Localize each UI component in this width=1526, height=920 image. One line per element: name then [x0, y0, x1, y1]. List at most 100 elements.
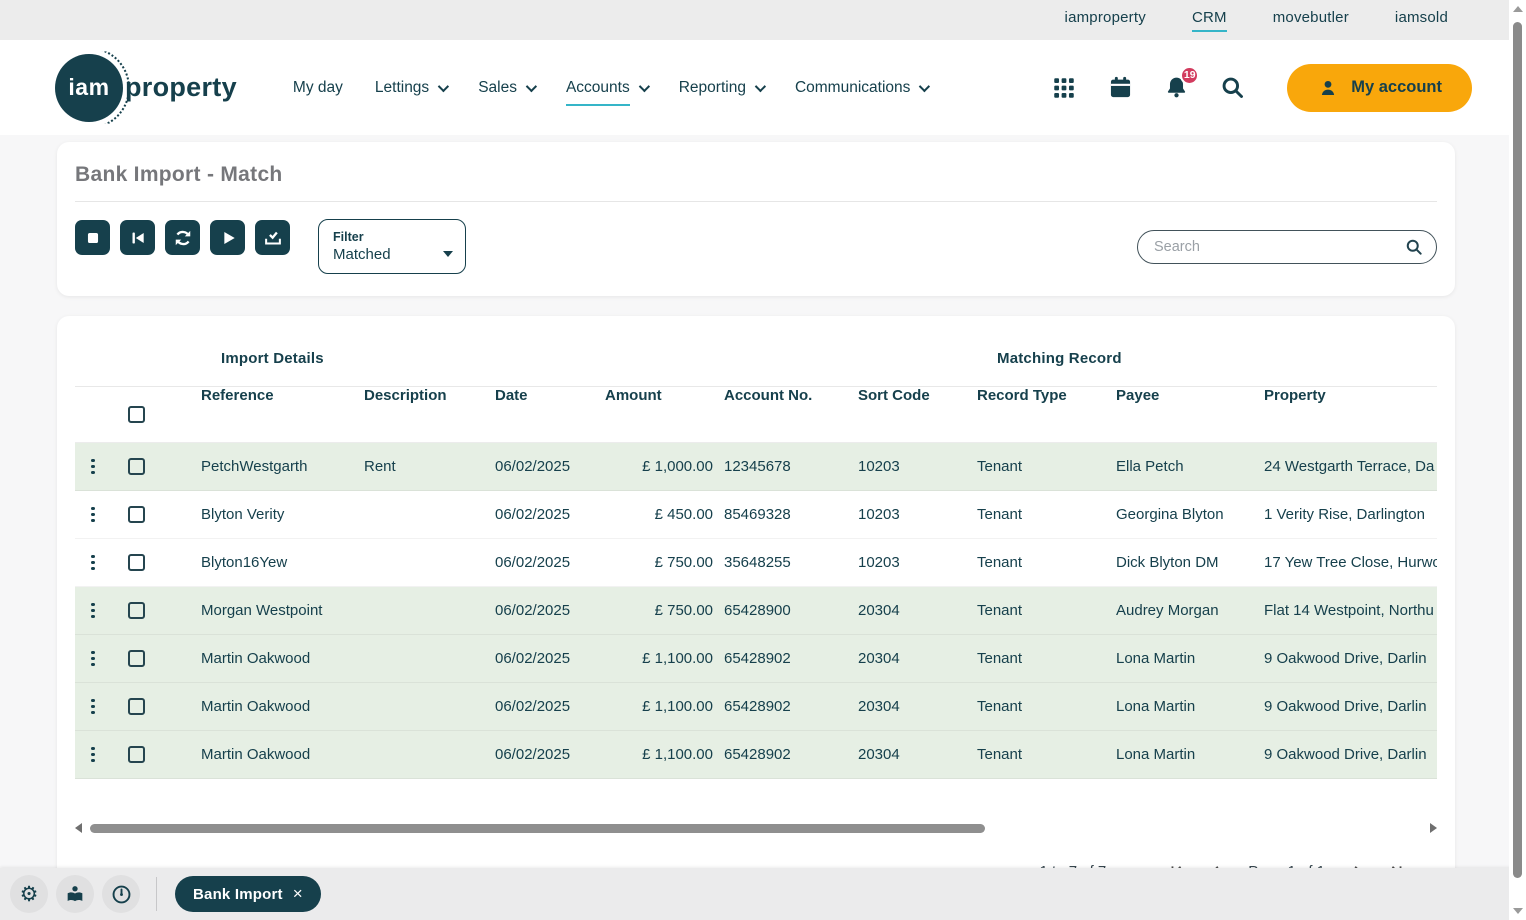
scroll-down-arrow-icon[interactable]	[1513, 908, 1523, 914]
row-checkbox[interactable]	[128, 746, 145, 763]
cell-date: 06/02/2025	[495, 746, 571, 763]
person-reading-icon[interactable]	[56, 875, 94, 913]
group-header-matching-record: Matching Record	[997, 350, 1122, 367]
nav-item[interactable]: Accounts	[565, 79, 650, 106]
header-actions: 19 My account	[1049, 63, 1472, 112]
vertical-scrollbar[interactable]	[1509, 0, 1526, 920]
table-row[interactable]: Blyton Verity 06/02/2025 £ 450.00 854693…	[75, 491, 1437, 539]
row-checkbox[interactable]	[128, 650, 145, 667]
calendar-icon[interactable]	[1105, 73, 1135, 103]
title-divider	[75, 201, 1437, 202]
cell-payee: Lona Martin	[1116, 698, 1196, 715]
refresh-button[interactable]	[165, 220, 200, 255]
apps-grid-icon[interactable]	[1049, 73, 1079, 103]
row-checkbox[interactable]	[128, 458, 145, 475]
my-account-button[interactable]: My account	[1287, 63, 1472, 112]
row-menu-cell	[75, 443, 111, 490]
nav-item[interactable]: Sales	[478, 79, 538, 97]
table-row[interactable]: Martin Oakwood 06/02/2025 £ 1,100.00 654…	[75, 683, 1437, 731]
gauge-icon[interactable]	[102, 875, 140, 913]
row-menu-cell	[75, 491, 111, 538]
vertical-scroll-thumb[interactable]	[1513, 22, 1522, 878]
table-row[interactable]: Martin Oakwood 06/02/2025 £ 1,100.00 654…	[75, 731, 1437, 779]
cell-description	[364, 539, 495, 586]
filter-selected-value: Matched	[333, 246, 391, 263]
iamproperty-logo[interactable]: iam property	[55, 51, 237, 124]
nav-item-label: Communications	[794, 78, 911, 96]
chevron-down-icon	[754, 80, 767, 92]
product-link[interactable]: iamsold	[1395, 9, 1448, 32]
stop-button[interactable]	[75, 220, 110, 255]
chevron-down-icon	[525, 80, 538, 92]
product-link-label: iamproperty	[1064, 8, 1146, 26]
cell-date: 06/02/2025	[495, 602, 571, 619]
product-link[interactable]: iamproperty	[1065, 9, 1146, 32]
cell-amount: £ 1,100.00	[642, 650, 713, 667]
bell-icon[interactable]: 19	[1161, 65, 1200, 103]
nav-item[interactable]: Lettings	[375, 79, 450, 97]
import-button[interactable]	[255, 220, 290, 255]
horizontal-scroll-thumb[interactable]	[90, 823, 985, 833]
group-header-import-details: Import Details	[221, 350, 324, 367]
cell-reference: Blyton16Yew	[201, 554, 288, 571]
product-link[interactable]: movebutler	[1273, 9, 1349, 32]
bank-import-table-card: Import Details Matching Record Reference…	[57, 316, 1455, 890]
table-row[interactable]: Martin Oakwood 06/02/2025 £ 1,100.00 654…	[75, 635, 1437, 683]
row-checkbox[interactable]	[128, 698, 145, 715]
cell-account-no: 65428902	[724, 650, 791, 667]
cell-payee: Lona Martin	[1116, 650, 1196, 667]
row-kebab-menu-icon[interactable]	[87, 647, 98, 670]
row-checkbox[interactable]	[128, 506, 145, 523]
scroll-left-arrow-icon[interactable]	[75, 823, 82, 833]
table-row[interactable]: PetchWestgarth Rent 06/02/2025 £ 1,000.0…	[75, 443, 1437, 491]
cell-description	[364, 683, 495, 730]
table-row[interactable]: Morgan Westpoint 06/02/2025 £ 750.00 654…	[75, 587, 1437, 635]
table-row[interactable]: Blyton16Yew 06/02/2025 £ 750.00 35648255…	[75, 539, 1437, 587]
row-kebab-menu-icon[interactable]	[87, 743, 98, 766]
search-icon[interactable]	[1404, 237, 1424, 257]
row-menu-cell	[75, 539, 111, 586]
row-kebab-menu-icon[interactable]	[87, 455, 98, 478]
cell-record-type: Tenant	[977, 746, 1023, 763]
row-kebab-menu-icon[interactable]	[87, 695, 98, 718]
taskbar-divider	[156, 877, 157, 911]
cell-reference: Blyton Verity	[201, 506, 285, 523]
play-button[interactable]	[210, 220, 245, 255]
scroll-up-arrow-icon[interactable]	[1513, 6, 1523, 12]
gear-icon[interactable]: ⚙	[10, 875, 48, 913]
row-kebab-menu-icon[interactable]	[87, 503, 98, 526]
row-kebab-menu-icon[interactable]	[87, 551, 98, 574]
nav-item[interactable]: Reporting	[679, 79, 767, 97]
cell-record-type: Tenant	[977, 650, 1023, 667]
chevron-down-icon	[919, 80, 931, 92]
row-checkbox[interactable]	[128, 602, 145, 619]
horizontal-scrollbar[interactable]	[75, 821, 1437, 835]
column-group-row: Import Details Matching Record	[75, 316, 1437, 386]
cell-date: 06/02/2025	[495, 650, 571, 667]
nav-item[interactable]: My day	[293, 79, 343, 97]
nav-item[interactable]: Communications	[795, 79, 931, 97]
product-link[interactable]: CRM	[1191, 9, 1227, 32]
filter-dropdown[interactable]: Filter Matched	[318, 219, 466, 274]
scroll-right-arrow-icon[interactable]	[1430, 823, 1437, 833]
search-input[interactable]	[1154, 239, 1404, 255]
close-icon[interactable]: ×	[292, 884, 303, 903]
cell-amount: £ 1,000.00	[642, 458, 713, 475]
cell-property: 9 Oakwood Drive, Darlin	[1264, 650, 1427, 667]
row-menu-cell	[75, 587, 111, 634]
row-menu-cell	[75, 731, 111, 778]
row-checkbox[interactable]	[128, 554, 145, 571]
horizontal-scroll-track[interactable]	[90, 823, 1430, 833]
row-checkbox-cell	[111, 587, 201, 634]
cell-payee: Lona Martin	[1116, 746, 1196, 763]
product-link-label: CRM	[1191, 9, 1227, 32]
cell-property: 24 Westgarth Terrace, Da	[1264, 458, 1435, 475]
search-icon[interactable]	[1217, 73, 1247, 103]
skip-back-button[interactable]	[120, 220, 155, 255]
row-kebab-menu-icon[interactable]	[87, 599, 98, 622]
stop-icon	[87, 232, 98, 243]
select-all-checkbox[interactable]	[128, 406, 145, 423]
toolbar-card: Bank Import - Match Filter Matched	[57, 142, 1455, 296]
bank-import-tab[interactable]: Bank Import ×	[175, 876, 321, 912]
cell-reference: Martin Oakwood	[201, 698, 311, 715]
